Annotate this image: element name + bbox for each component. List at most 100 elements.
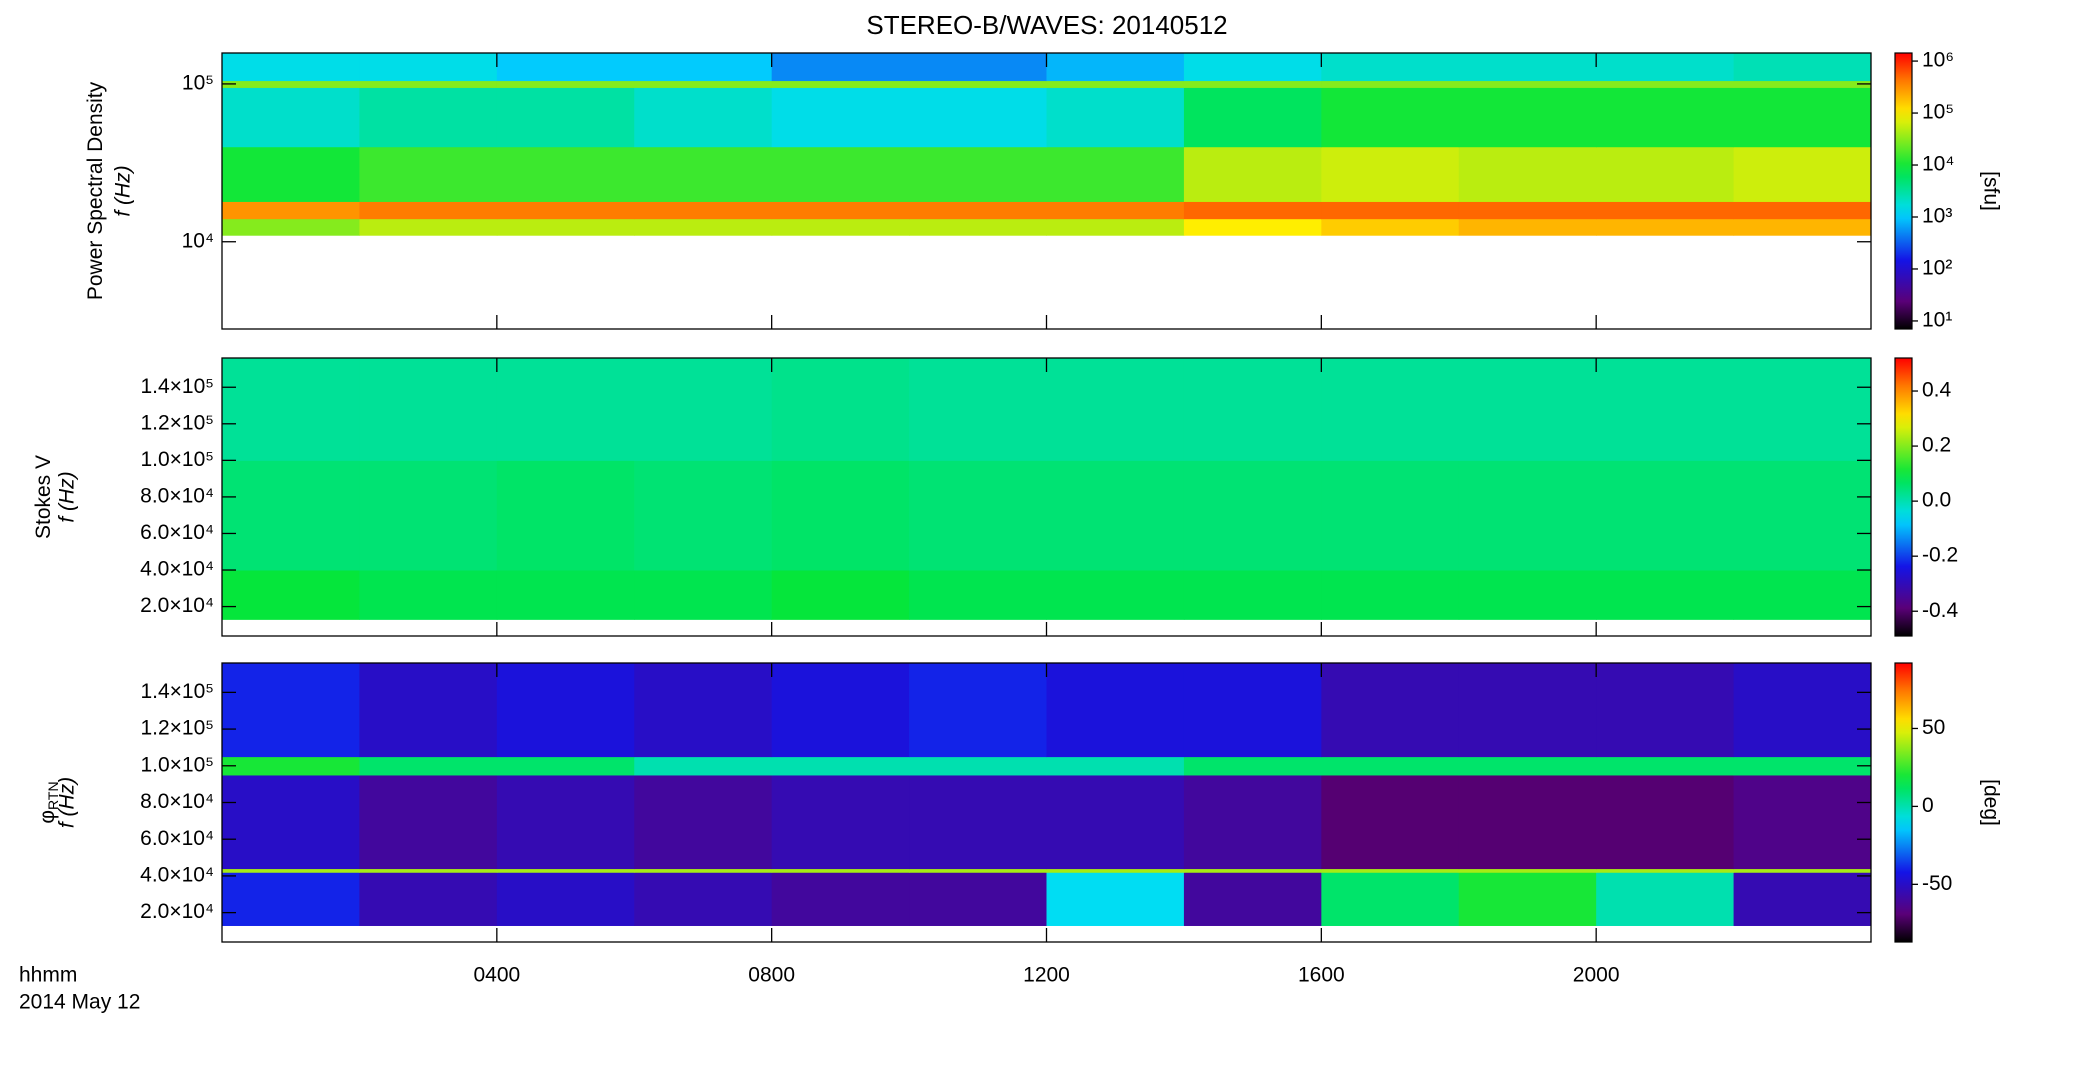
- heatmap-cell: [909, 756, 1047, 776]
- heatmap-cell: [1458, 358, 1597, 461]
- heatmap-cell: [909, 663, 1047, 758]
- heatmap-cell: [1596, 201, 1735, 220]
- heatmap-cell: [1596, 87, 1735, 148]
- heatmap-cell: [1733, 774, 1872, 870]
- heatmap-cell: [634, 872, 773, 926]
- heatmap-cell: [1321, 460, 1460, 571]
- colorbar: [1894, 357, 1913, 637]
- heatmap-cell: [359, 774, 498, 870]
- heatmap-cell: [359, 872, 498, 926]
- colorbar-tick-label: 10¹: [1922, 308, 1952, 331]
- heatmap-cell: [1596, 53, 1735, 82]
- heatmap: [222, 53, 1872, 236]
- heatmap-cell: [771, 756, 910, 776]
- heatmap-cell: [1733, 87, 1872, 148]
- heatmap-cell: [909, 146, 1047, 202]
- x-tick-label: 1200: [1023, 964, 1070, 987]
- heatmap-cell: [1596, 358, 1735, 461]
- heatmap-cell: [496, 570, 635, 620]
- heatmap-cell: [496, 146, 635, 202]
- heatmap-cell: [1183, 872, 1322, 926]
- heatmap-cell: [496, 218, 635, 236]
- heatmap-cell: [634, 460, 773, 571]
- heatmap-cell: [1046, 756, 1185, 776]
- heatmap-cell: [1596, 146, 1735, 202]
- heatmap-cell: [1733, 663, 1872, 758]
- heatmap-cell: [909, 774, 1047, 870]
- heatmap-cell: [222, 53, 360, 82]
- heatmap-cell: [496, 868, 635, 873]
- heatmap-cell: [1046, 663, 1185, 758]
- heatmap-cell: [1183, 774, 1322, 870]
- heatmap-cell: [1596, 570, 1735, 620]
- heatmap-cell: [634, 218, 773, 236]
- heatmap-cell: [1183, 218, 1322, 236]
- heatmap-cell: [359, 80, 498, 88]
- y-tick-label: 1.2×10⁵: [140, 717, 214, 740]
- heatmap-cell: [1046, 218, 1185, 236]
- heatmap-cell: [1321, 358, 1460, 461]
- heatmap-cell: [496, 756, 635, 776]
- heatmap-cell: [1321, 218, 1460, 236]
- heatmap-cell: [634, 756, 773, 776]
- chart-title: STEREO-B/WAVES: 20140512: [866, 10, 1227, 40]
- heatmap-cell: [1321, 87, 1460, 148]
- date-label: 2014 May 12: [19, 991, 140, 1014]
- heatmap-cell: [1046, 358, 1185, 461]
- heatmap-cell: [909, 80, 1047, 88]
- heatmap-cell: [359, 756, 498, 776]
- heatmap-cell: [1733, 80, 1872, 88]
- heatmap-cell: [222, 868, 360, 873]
- heatmap-cell: [1046, 80, 1185, 88]
- heatmap-cell: [909, 87, 1047, 148]
- heatmap-cell: [496, 663, 635, 758]
- y-tick-label: 2.0×10⁴: [140, 594, 214, 617]
- colorbar-tick-label: -0.2: [1922, 544, 1958, 567]
- heatmap-cell: [1183, 756, 1322, 776]
- heatmap-cell: [222, 146, 360, 202]
- colorbar-tick-label: -0.4: [1922, 599, 1959, 622]
- heatmap-cell: [1183, 53, 1322, 82]
- quantity-text: Power Spectral Density: [84, 81, 107, 300]
- heatmap-cell: [1458, 570, 1597, 620]
- y-tick-label: 1.2×10⁵: [140, 411, 214, 434]
- heatmap-cell: [1733, 570, 1872, 620]
- heatmap-cell: [359, 570, 498, 620]
- colorbar-tick-label: 10²: [1922, 257, 1952, 280]
- colorbar-tick-label: -50: [1922, 872, 1952, 895]
- heatmap-cell: [1321, 53, 1460, 82]
- heatmap-cell: [222, 774, 360, 870]
- heatmap-cell: [1458, 218, 1597, 236]
- colorbar-tick-label: 0.0: [1922, 489, 1951, 512]
- heatmap-cell: [1321, 872, 1460, 926]
- heatmap-cell: [359, 358, 498, 461]
- heatmap-cell: [909, 53, 1047, 82]
- heatmap-cell: [496, 358, 635, 461]
- y-tick-label: 4.0×10⁴: [140, 863, 214, 886]
- heatmap-cell: [1321, 663, 1460, 758]
- heatmap-cell: [634, 87, 773, 148]
- y-axis-label: f (Hz): [56, 471, 79, 522]
- heatmap-cell: [1458, 201, 1597, 220]
- x-tick-label: 0400: [473, 964, 520, 987]
- heatmap-cell: [771, 146, 910, 202]
- y-tick-label: 6.0×10⁴: [140, 827, 214, 850]
- colorbar-tick-label: 0: [1922, 794, 1934, 817]
- colorbar-tick-label: 0.2: [1922, 434, 1951, 457]
- x-tick-label: 1600: [1298, 964, 1345, 987]
- heatmap-cell: [496, 53, 635, 82]
- colorbar: [1894, 52, 1913, 330]
- heatmap-cell: [909, 872, 1047, 926]
- heatmap-cell: [1733, 218, 1872, 236]
- heatmap-cell: [1183, 80, 1322, 88]
- quantity-label: Stokes V: [32, 455, 55, 539]
- heatmap-cell: [1733, 460, 1872, 571]
- y-tick-label: 8.0×10⁴: [140, 790, 214, 813]
- heatmap-cell: [771, 774, 910, 870]
- heatmap-cell: [359, 868, 498, 873]
- heatmap-cell: [222, 570, 360, 620]
- heatmap-cell: [1733, 358, 1872, 461]
- heatmap-cell: [1321, 201, 1460, 220]
- y-tick-label: 1.4×10⁵: [140, 680, 214, 703]
- heatmap-cell: [1183, 87, 1322, 148]
